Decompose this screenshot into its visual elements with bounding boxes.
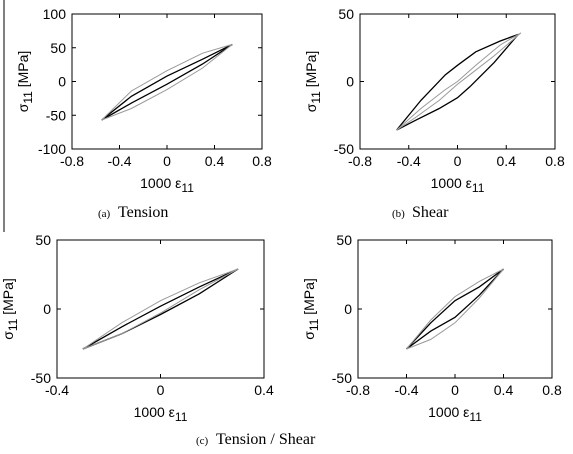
x-tick-label: -0.8 <box>348 153 372 169</box>
series-line-4 <box>396 32 522 131</box>
y-axis-label-unit: [MPa] <box>303 51 319 91</box>
y-tick-label: 100 <box>43 6 67 22</box>
x-tick-label: 0.8 <box>542 382 562 398</box>
y-tick-label: -100 <box>38 141 66 157</box>
x-tick-label: -0.4 <box>397 153 421 169</box>
series-line-1 <box>396 33 519 131</box>
y-axis-label-unit: [MPa] <box>301 278 317 318</box>
y-tick-label: 0 <box>344 301 352 317</box>
y-tick-label: 50 <box>50 40 66 56</box>
x-axis-label-main: 1000 ε <box>428 404 469 420</box>
y-axis-label-subscript: 11 <box>6 318 20 331</box>
series-line-3 <box>101 44 233 121</box>
caption-b-label: (b) <box>392 208 405 220</box>
y-tick-label: -50 <box>31 370 51 386</box>
x-axis-label-subscript: 11 <box>175 410 188 424</box>
x-axis-label-subscript: 11 <box>469 410 482 424</box>
series-line-1 <box>101 43 233 121</box>
y-axis-label-subscript: 11 <box>21 91 35 104</box>
x-axis-label-subscript: 11 <box>472 181 485 195</box>
x-tick-label: 0 <box>163 153 171 169</box>
x-axis-label-main: 1000 ε <box>431 175 472 191</box>
x-tick-label: 0.8 <box>252 153 272 169</box>
x-tick-label: 0 <box>157 382 165 398</box>
x-axis-label-main: 1000 ε <box>140 175 181 191</box>
plot-frame <box>71 13 263 150</box>
y-axis-label: σ11 [MPa] <box>303 51 323 113</box>
x-axis-label: 1000 ε11 <box>140 175 194 195</box>
x-tick-label: 0.4 <box>494 382 514 398</box>
plot-frame <box>357 239 553 379</box>
series-line-1 <box>82 268 239 350</box>
x-axis-label: 1000 ε11 <box>134 404 188 424</box>
x-tick-label: 0 <box>454 153 462 169</box>
series-line-3 <box>396 32 522 131</box>
y-tick-label: 0 <box>43 301 51 317</box>
series-line-3 <box>82 268 239 350</box>
y-tick-label: 0 <box>346 74 354 90</box>
x-axis-label-subscript: 11 <box>181 181 194 195</box>
x-tick-label: 0.4 <box>254 382 274 398</box>
x-axis-label: 1000 ε11 <box>431 175 485 195</box>
caption-a: (a) Tension <box>98 204 168 221</box>
y-tick-label: 50 <box>338 6 354 22</box>
y-tick-label: -50 <box>46 107 66 123</box>
x-tick-label: -0.4 <box>107 153 131 169</box>
y-axis-label-main: σ <box>0 331 16 340</box>
y-axis-label-main: σ <box>301 331 317 340</box>
x-tick-label: -0.4 <box>45 382 69 398</box>
y-tick-label: -50 <box>334 141 354 157</box>
x-tick-label: 0.4 <box>497 153 517 169</box>
series-line-4 <box>406 268 504 350</box>
caption-a-text: Tension <box>118 204 168 221</box>
series-line-3 <box>406 268 504 350</box>
caption-c-label: (c) <box>196 435 209 447</box>
x-axis-label-main: 1000 ε <box>134 404 175 420</box>
x-tick-label: 0 <box>451 382 459 398</box>
caption-b: (b) Shear <box>392 204 449 221</box>
y-tick-label: 50 <box>35 232 51 248</box>
y-tick-label: 50 <box>336 232 352 248</box>
series-line-2 <box>406 268 504 350</box>
y-axis-label-main: σ <box>15 103 31 112</box>
x-axis-label: 1000 ε11 <box>428 404 482 424</box>
y-axis-label-unit: [MPa] <box>15 51 31 91</box>
x-tick-label: 0.8 <box>545 153 565 169</box>
y-axis-label-main: σ <box>303 103 319 112</box>
y-axis-label-subscript: 11 <box>307 318 321 331</box>
y-axis-label-unit: [MPa] <box>0 278 16 318</box>
caption-c: (c) Tension / Shear <box>196 431 316 448</box>
y-axis-label: σ11 [MPa] <box>301 278 321 340</box>
x-tick-label: -0.8 <box>60 153 84 169</box>
x-tick-label: -0.4 <box>394 382 418 398</box>
y-axis-label-subscript: 11 <box>309 91 323 104</box>
y-axis-label: σ11 [MPa] <box>15 51 35 113</box>
series-line-2 <box>101 43 233 121</box>
y-tick-label: -50 <box>332 370 352 386</box>
series-line-4 <box>101 43 233 121</box>
x-tick-label: -0.8 <box>346 382 370 398</box>
caption-b-text: Shear <box>412 204 449 221</box>
y-axis-label: σ11 [MPa] <box>0 278 20 340</box>
caption-a-label: (a) <box>98 208 111 220</box>
plot-frame <box>56 239 265 379</box>
series-line-4 <box>82 268 239 350</box>
y-tick-label: 0 <box>58 74 66 90</box>
series-line-1 <box>406 268 504 350</box>
caption-c-text: Tension / Shear <box>216 431 316 448</box>
x-tick-label: 0.4 <box>205 153 225 169</box>
series-line-2 <box>396 33 519 131</box>
